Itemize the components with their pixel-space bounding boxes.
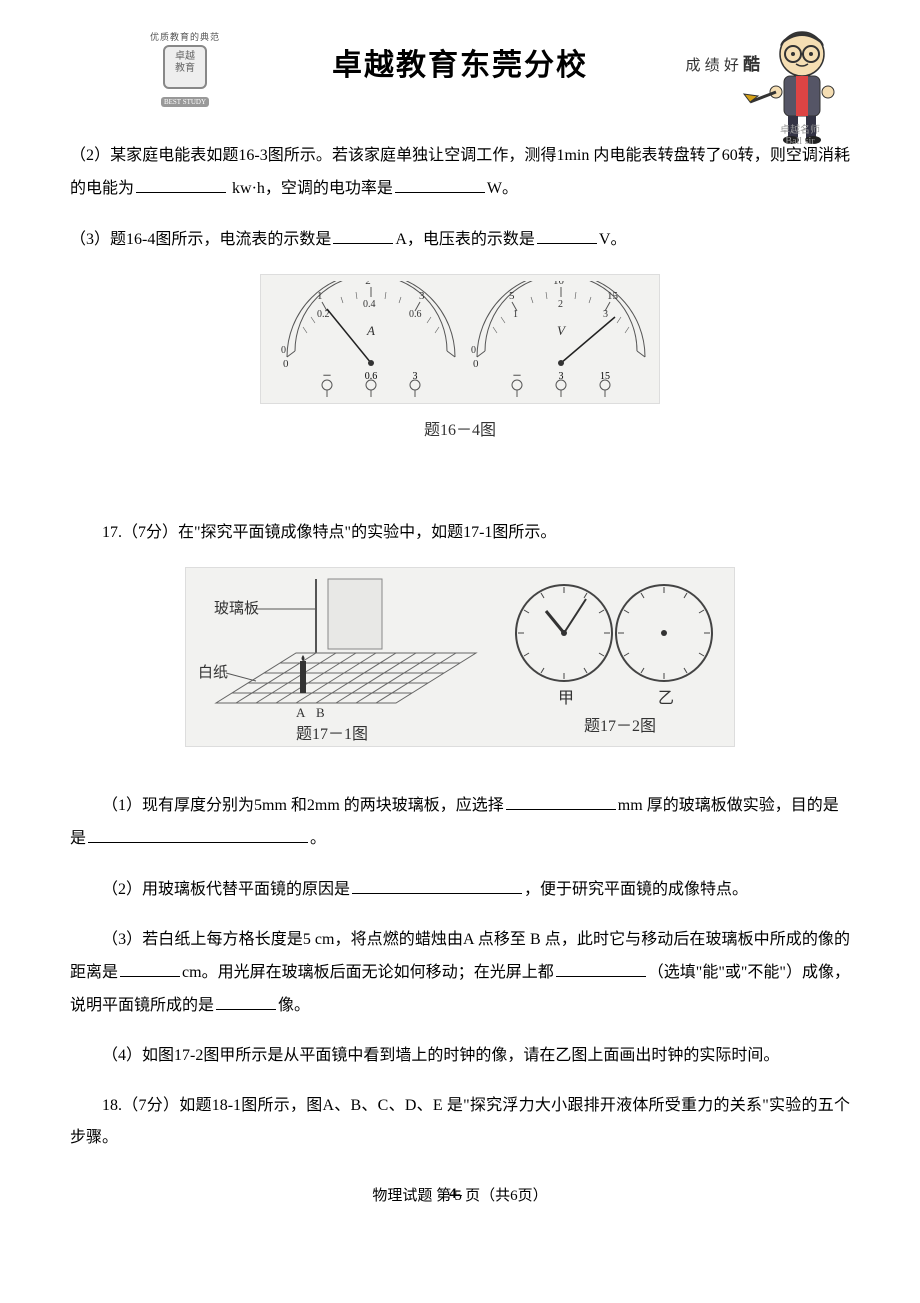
q17-4: （4）如图17-2图甲所示是从平面镜中看到墙上的时钟的像，请在乙图上面画出时钟的…	[70, 1040, 850, 1072]
q17-3: （3）若白纸上每方格长度是5 cm，将点燃的蜡烛由A 点移至 B 点，此时它与移…	[70, 924, 850, 1022]
svg-text:B: B	[316, 705, 325, 720]
svg-text:0: 0	[283, 358, 289, 370]
svg-text:题17－2图: 题17－2图	[584, 718, 656, 735]
figure-17: 玻璃板	[70, 567, 850, 759]
svg-text:3: 3	[419, 290, 425, 302]
svg-text:3: 3	[413, 371, 418, 382]
svg-text:2: 2	[558, 299, 563, 310]
svg-text:甲: 甲	[558, 690, 574, 707]
svg-text:0: 0	[281, 345, 286, 356]
svg-text:题17－1图: 题17－1图	[296, 726, 368, 743]
svg-text:玻璃板: 玻璃板	[214, 599, 259, 617]
blank	[216, 989, 276, 1010]
q18-intro: 18.（7分）如题18-1图所示，图A、B、C、D、E 是"探究浮力大小跟排开液…	[70, 1090, 850, 1154]
blank	[352, 873, 522, 894]
svg-text:－: －	[512, 371, 522, 382]
page-footer: 物理试题 第54页（共6页）	[70, 1184, 850, 1205]
svg-text:V: V	[557, 323, 567, 338]
blank	[537, 223, 597, 244]
blank	[395, 172, 485, 193]
svg-text:1: 1	[513, 309, 518, 320]
q16-3: （3）题16-4图所示，电流表的示数是A，电压表的示数是V。	[70, 223, 850, 256]
svg-text:0: 0	[471, 345, 476, 356]
q17-2: （2）用玻璃板代替平面镜的原因是，便于研究平面镜的成像特点。	[70, 873, 850, 906]
blank	[120, 956, 180, 977]
svg-text:1: 1	[317, 290, 323, 302]
svg-text:5: 5	[509, 290, 515, 302]
blank	[333, 223, 393, 244]
svg-text:白纸: 白纸	[198, 664, 228, 681]
fig-caption: 题16－4图	[70, 415, 850, 447]
body-content: （2）某家庭电能表如题16-3图所示。若该家庭单独让空调工作，测得1min 内电…	[70, 140, 850, 1154]
svg-text:A: A	[366, 323, 375, 338]
teacher-label: 卓越名师 Ball sir	[780, 125, 820, 147]
figure-16-4: 0 1 2 3 0 0.2 0.4 0.6 A	[70, 274, 850, 447]
blank	[136, 172, 226, 193]
svg-text:乙: 乙	[658, 690, 674, 707]
svg-text:3: 3	[603, 309, 608, 320]
svg-text:－: －	[322, 371, 332, 382]
svg-text:2: 2	[365, 281, 371, 287]
q17-1: （1）现有厚度分别为5mm 和2mm 的两块玻璃板，应选择mm 厚的玻璃板做实验…	[70, 789, 850, 855]
svg-text:15: 15	[600, 371, 610, 382]
svg-text:0.6: 0.6	[409, 309, 422, 320]
svg-text:0: 0	[473, 358, 479, 370]
svg-text:A: A	[296, 705, 306, 720]
page-header: 优质教育的典范 卓越 教育 BEST STUDY 卓越教育东莞分校 成 绩 好 …	[70, 30, 850, 120]
blank	[506, 789, 616, 810]
q17-intro: 17.（7分）在"探究平面镜成像特点"的实验中，如题17-1图所示。	[70, 517, 850, 549]
svg-text:0.6: 0.6	[365, 371, 378, 382]
svg-text:0.4: 0.4	[363, 299, 376, 310]
blank	[556, 956, 646, 977]
svg-text:3: 3	[559, 371, 564, 382]
svg-text:10: 10	[553, 281, 565, 287]
logo-banner: BEST STUDY	[161, 97, 209, 107]
blank	[88, 822, 308, 843]
svg-text:15: 15	[607, 290, 619, 302]
